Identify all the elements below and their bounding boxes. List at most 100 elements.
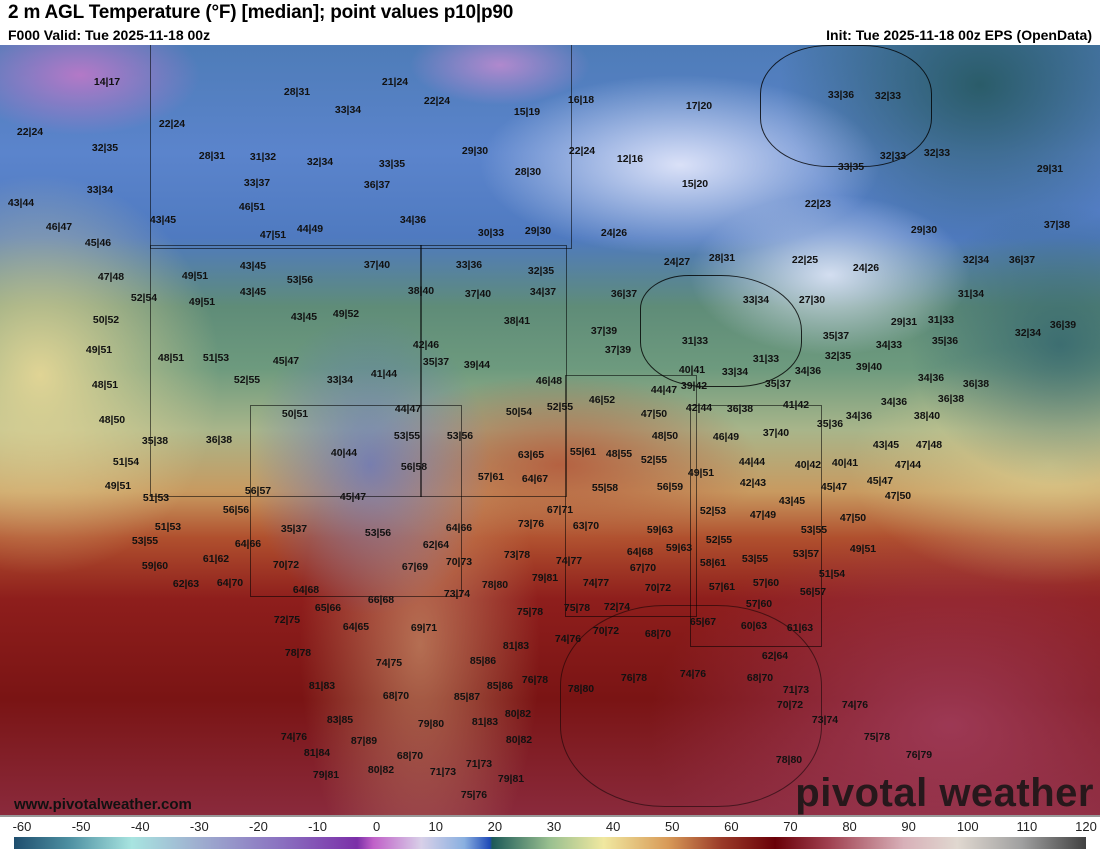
point-value-label: 81|84: [303, 747, 331, 759]
point-value-label: 36|37: [363, 179, 391, 191]
point-value-label: 74|76: [280, 731, 308, 743]
colorbar: -60 -50 -40 -30 -20 -10 0 10 20 30 40 50 60 70 80 90 100…: [0, 815, 1100, 852]
point-value-label: 61|63: [786, 622, 814, 634]
point-value-label: 69|71: [410, 622, 438, 634]
point-value-label: 29|30: [461, 145, 489, 157]
point-value-label: 44|47: [650, 384, 678, 396]
point-value-label: 44|44: [738, 456, 766, 468]
state-border: [565, 375, 697, 617]
point-value-label: 74|77: [582, 577, 610, 589]
point-value-label: 48|50: [651, 430, 679, 442]
point-value-label: 16|18: [567, 94, 595, 106]
point-value-label: 24|26: [852, 262, 880, 274]
point-value-label: 51|53: [154, 521, 182, 533]
point-value-label: 48|50: [98, 414, 126, 426]
point-value-label: 51|54: [112, 456, 140, 468]
point-value-label: 52|54: [130, 292, 158, 304]
hudson-bay-outline: [760, 45, 932, 167]
point-value-label: 59|63: [646, 524, 674, 536]
point-value-label: 29|30: [524, 225, 552, 237]
point-value-label: 70|72: [272, 559, 300, 571]
point-value-label: 87|89: [350, 735, 378, 747]
point-value-label: 34|37: [529, 286, 557, 298]
point-value-label: 35|38: [141, 435, 169, 447]
colorbar-tick-label: 110: [1016, 819, 1038, 834]
point-value-label: 37|38: [1043, 219, 1071, 231]
colorbar-tick-label: -60: [12, 819, 32, 834]
point-value-label: 76|79: [905, 749, 933, 761]
point-value-label: 53|57: [792, 548, 820, 560]
point-value-label: 43|45: [239, 286, 267, 298]
point-value-label: 47|51: [259, 229, 287, 241]
point-value-label: 74|75: [375, 657, 403, 669]
point-value-label: 39|40: [855, 361, 883, 373]
point-value-label: 40|44: [330, 447, 358, 459]
point-value-label: 79|81: [531, 572, 559, 584]
point-value-label: 45|47: [866, 475, 894, 487]
point-value-label: 31|34: [957, 288, 985, 300]
point-value-label: 36|38: [962, 378, 990, 390]
point-value-label: 79|81: [312, 769, 340, 781]
point-value-label: 32|35: [527, 265, 555, 277]
point-value-label: 67|69: [401, 561, 429, 573]
point-value-label: 38|40: [407, 285, 435, 297]
point-value-label: 28|30: [514, 166, 542, 178]
point-value-label: 53|56: [286, 274, 314, 286]
point-value-label: 71|73: [782, 684, 810, 696]
colorbar-tick-label: 100: [956, 819, 979, 834]
point-value-label: 47|44: [894, 459, 922, 471]
point-value-label: 74|76: [679, 668, 707, 680]
point-value-label: 47|48: [97, 271, 125, 283]
point-value-label: 46|49: [712, 431, 740, 443]
point-value-label: 45|46: [84, 237, 112, 249]
state-border: [250, 405, 462, 597]
point-value-label: 33|35: [837, 161, 865, 173]
point-value-label: 40|41: [831, 457, 859, 469]
point-value-label: 73|74: [811, 714, 839, 726]
point-value-label: 49|51: [85, 344, 113, 356]
point-value-label: 36|38: [726, 403, 754, 415]
point-value-label: 22|25: [791, 254, 819, 266]
point-value-label: 72|74: [603, 601, 631, 613]
point-value-label: 81|83: [502, 640, 530, 652]
colorbar-tick-label: -40: [130, 819, 150, 834]
point-value-label: 28|31: [283, 86, 311, 98]
point-value-label: 49|51: [181, 270, 209, 282]
point-value-label: 43|45: [149, 214, 177, 226]
point-value-label: 68|70: [746, 672, 774, 684]
point-value-label: 83|85: [326, 714, 354, 726]
point-value-label: 50|54: [505, 406, 533, 418]
colorbar-gradient: [14, 837, 1086, 849]
point-value-label: 47|49: [749, 509, 777, 521]
point-value-label: 39|42: [680, 380, 708, 392]
point-value-label: 78|78: [284, 647, 312, 659]
point-value-label: 85|86: [486, 680, 514, 692]
point-value-label: 85|87: [453, 691, 481, 703]
map-title: 2 m AGL Temperature (°F) [median]; point…: [8, 2, 514, 23]
website-label[interactable]: www.pivotalweather.com: [14, 796, 192, 813]
point-value-label: 74|76: [554, 633, 582, 645]
point-value-label: 38|40: [913, 410, 941, 422]
point-value-label: 17|20: [685, 100, 713, 112]
point-value-label: 22|24: [568, 145, 596, 157]
point-value-label: 51|53: [142, 492, 170, 504]
watermark-logo: pivotal weather: [795, 771, 1094, 815]
point-value-label: 49|51: [104, 480, 132, 492]
point-value-label: 22|24: [16, 126, 44, 138]
temperature-map[interactable]: 14|17 22|24 28|31 21|24 22|24 33|34 15|19 16|18…: [0, 45, 1100, 815]
point-value-label: 32|34: [306, 156, 334, 168]
point-value-label: 76|78: [620, 672, 648, 684]
point-value-label: 63|70: [572, 520, 600, 532]
point-value-label: 32|33: [879, 150, 907, 162]
point-value-label: 64|66: [445, 522, 473, 534]
point-value-label: 27|30: [798, 294, 826, 306]
point-value-label: 43|45: [872, 439, 900, 451]
point-value-label: 70|73: [445, 556, 473, 568]
point-value-label: 44|47: [394, 403, 422, 415]
point-value-label: 12|16: [616, 153, 644, 165]
point-value-label: 32|33: [923, 147, 951, 159]
point-value-label: 36|37: [1008, 254, 1036, 266]
point-value-label: 55|58: [591, 482, 619, 494]
point-value-label: 50|51: [281, 408, 309, 420]
point-value-label: 64|68: [626, 546, 654, 558]
